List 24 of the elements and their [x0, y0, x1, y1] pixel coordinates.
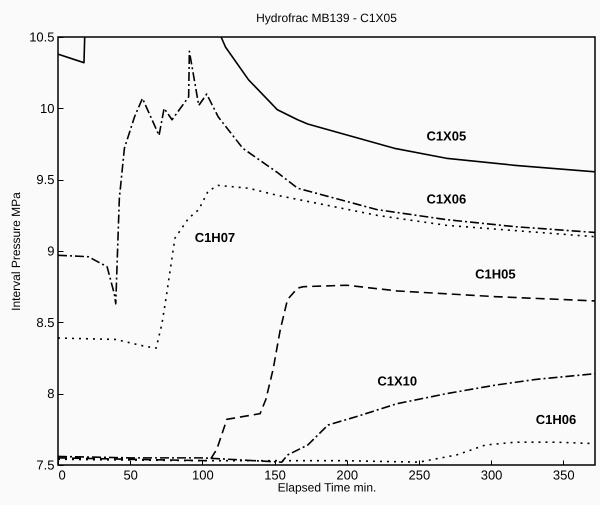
series-label: C1X10	[377, 374, 418, 389]
y-axis-title: Interval Pressure MPa	[9, 192, 24, 311]
x-tick-label: 50	[123, 468, 138, 482]
x-tick-label: 100	[192, 468, 214, 482]
y-tick-label: 7.5	[36, 458, 54, 472]
series-label: C1H06	[536, 412, 576, 428]
series-label: C1H07	[194, 230, 236, 246]
x-tick-label: 300	[480, 468, 502, 482]
y-tick-label: 8	[47, 386, 54, 402]
x-axis-title: Elapsed Time min.	[278, 480, 376, 494]
x-tick-label: 200	[336, 468, 358, 482]
chart-title: Hydrofrac MB139 - C1X05	[256, 11, 398, 25]
series-label: C1X05	[426, 128, 466, 144]
y-tick-label: 10	[40, 100, 54, 116]
y-tick-label: 10.5	[29, 30, 54, 44]
y-tick-label: 9.5	[36, 172, 54, 188]
x-tick-label: 0	[58, 468, 66, 482]
x-tick-label: 150	[264, 468, 286, 482]
series-label: C1H05	[475, 266, 516, 282]
series-label: C1X06	[426, 192, 466, 207]
y-tick-label: 8.5	[36, 314, 54, 330]
y-tick-label: 9	[47, 244, 54, 258]
x-tick-label: 350	[552, 468, 575, 482]
x-tick-label: 250	[408, 468, 430, 482]
